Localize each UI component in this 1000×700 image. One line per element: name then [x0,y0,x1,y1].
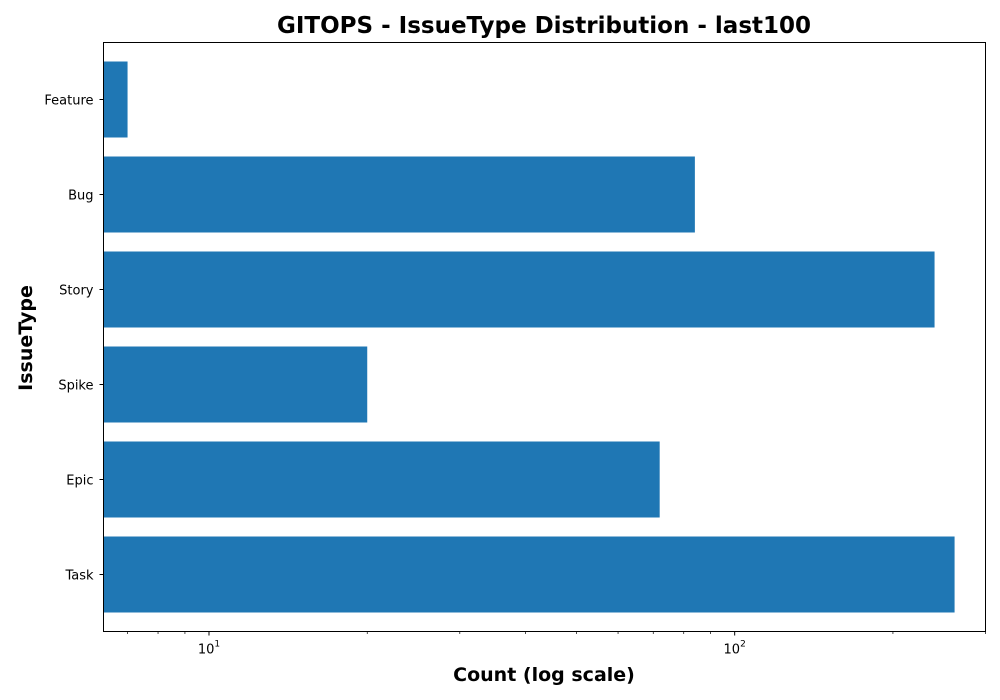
x-tick-label: 102 [724,640,746,658]
bar-bug [103,156,695,233]
x-tick-exponent: 2 [740,640,746,650]
y-axis: Task Epic Spike Story Bug Feature [44,94,104,584]
plot-frame [103,42,986,632]
y-tick-label-story: Story [59,284,94,299]
x-tick-base: 10 [198,643,215,658]
x-tick-exponent: 1 [214,640,220,650]
x-axis: 101 102 [127,631,986,658]
y-tick-label-epic: Epic [66,474,93,489]
y-tick-label-spike: Spike [58,379,93,394]
bars-layer [103,61,955,613]
y-axis-title: IssueType [15,285,37,391]
bar-story [103,251,935,328]
bar-task [103,536,955,613]
x-tick-label: 101 [198,640,220,658]
y-tick-label-feature: Feature [44,94,93,109]
y-tick-label-bug: Bug [68,189,93,204]
x-tick-base: 10 [724,643,741,658]
x-axis-title: Count (log scale) [453,664,635,686]
bar-feature [103,61,128,138]
bar-spike [103,346,368,423]
bar-epic [103,441,660,518]
chart-title: GITOPS - IssueType Distribution - last10… [277,13,811,39]
y-tick-label-task: Task [64,569,94,584]
